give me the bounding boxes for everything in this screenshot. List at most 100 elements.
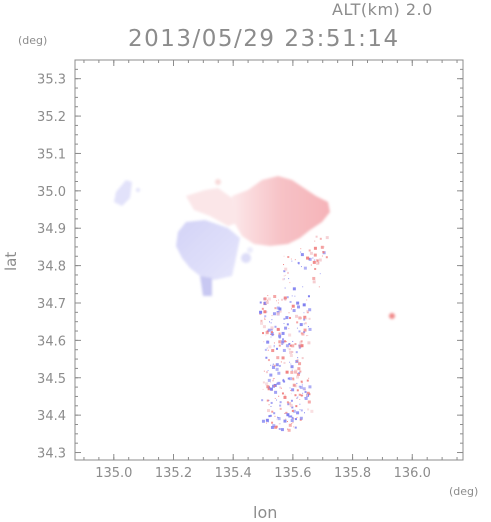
echo-pixel (291, 260, 293, 262)
y-tick-label: 34.5 (37, 372, 66, 387)
echo-pixel (296, 382, 298, 384)
echo-pixel (298, 372, 301, 375)
echo-pixel (322, 251, 325, 254)
echo-pixel (295, 405, 298, 408)
echo-pixel (273, 346, 275, 348)
echo-pixel (300, 332, 303, 335)
echo-blue-tail (200, 276, 212, 296)
echo-pixel (310, 409, 314, 413)
echo-pixel (271, 410, 274, 413)
echo-pixel (286, 421, 288, 423)
echo-pixel (265, 382, 269, 386)
echo-pixel (285, 344, 289, 348)
echo-pixel (283, 275, 285, 277)
echo-pixel (298, 361, 300, 363)
echo-pixel (294, 259, 296, 261)
echo-pixel (277, 302, 279, 304)
echo-pixel (273, 412, 276, 415)
echo-pixel (300, 340, 303, 343)
echo-pixel (297, 305, 301, 309)
echo-pixel (283, 296, 287, 300)
echo-pixel (286, 323, 289, 326)
echo-pixel (301, 357, 304, 360)
echo-pixel (277, 417, 281, 421)
echo-pixel (273, 378, 275, 380)
echo-pixel (265, 371, 268, 374)
echo-pixel (274, 425, 278, 429)
echo-pixel (302, 394, 304, 396)
echo-pixel (299, 385, 303, 389)
echo-pixel (306, 256, 310, 260)
echo-pixel (289, 354, 293, 358)
echo-pixel (267, 295, 269, 297)
echo-pixel (305, 317, 308, 320)
echo-pixel (285, 316, 289, 320)
echo-pixel (280, 428, 284, 432)
echo-pixel (280, 387, 282, 389)
echo-pixel (286, 296, 289, 299)
echo-blue-patch-nw (114, 180, 132, 206)
echo-pixel (316, 261, 320, 265)
echo-pixel (285, 370, 289, 374)
echo-pixel (265, 300, 269, 304)
echo-pixel (288, 278, 290, 280)
echo-pixel (312, 280, 316, 284)
x-tick-label: 135.8 (334, 466, 371, 481)
echo-pixel (293, 418, 295, 420)
echo-pixel (282, 338, 285, 341)
echo-pixel (286, 401, 289, 404)
echo-pixel (279, 310, 282, 313)
echo-pixel (276, 312, 280, 316)
echo-pixel (296, 301, 300, 305)
echo-pixel (267, 421, 269, 423)
echo-pixel (302, 387, 306, 391)
echo-pixel (294, 369, 298, 373)
y-tick-label: 34.9 (37, 222, 66, 237)
echo-pixel (287, 403, 290, 406)
echo-pixel (303, 331, 306, 334)
echo-pixel (271, 331, 274, 334)
echo-pixel (268, 415, 271, 418)
echo-pixel (270, 401, 273, 404)
echo-pixel (281, 356, 285, 360)
echo-pixel (265, 331, 269, 335)
echo-pixel (312, 260, 316, 264)
echo-pixel (263, 301, 267, 305)
echo-pixel (301, 382, 303, 384)
echo-pixel (270, 326, 274, 330)
y-tick-label: 34.3 (37, 447, 66, 462)
x-axis-label: lon (253, 503, 278, 522)
echo-pixel (268, 385, 270, 387)
echo-pixel (291, 423, 293, 425)
echo-pixel (267, 297, 271, 301)
echo-pixel (325, 256, 328, 259)
echo-pixel (273, 342, 275, 344)
echo-pixel (273, 384, 276, 387)
echo-pixel (296, 361, 298, 363)
echo-pixel (300, 248, 302, 250)
echo-pixel (288, 342, 291, 345)
echo-pixel (274, 325, 277, 328)
echo-pixel (319, 273, 321, 275)
echo-pixel (299, 346, 301, 348)
echo-pixel (284, 394, 286, 396)
echo-pixel (283, 278, 285, 280)
echo-pixel (309, 251, 313, 255)
echo-pixel (290, 308, 292, 310)
echo-pixel (299, 403, 301, 405)
echo-pixel (291, 406, 294, 409)
echo-pixel (280, 361, 282, 363)
echo-pixel (301, 384, 303, 386)
y-tick-label: 34.6 (37, 334, 66, 349)
echo-pixel (297, 357, 299, 359)
echo-pixel (288, 333, 292, 337)
echo-pixel (303, 266, 307, 270)
echo-pixel (279, 407, 282, 410)
echo-pixel (291, 344, 295, 348)
echo-pixel (306, 299, 308, 301)
echo-pixel (278, 332, 281, 335)
axis-ticks: 135.0 135.2 135.4 135.6 135.8 136.0 35.3 35.2 35… (37, 60, 463, 481)
echo-pixel (300, 394, 303, 397)
echo-pixel (289, 350, 293, 354)
echo-pixel (272, 424, 276, 428)
